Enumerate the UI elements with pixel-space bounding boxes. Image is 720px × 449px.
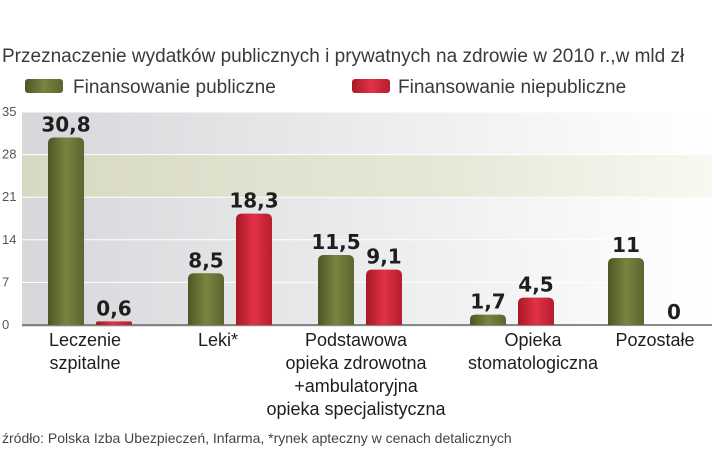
chart-title: Przeznaczenie wydatków publicznych i pry…	[2, 46, 685, 67]
bars	[48, 137, 644, 325]
y-tick-label: 14	[2, 232, 16, 247]
highlight-band	[22, 155, 712, 198]
y-tick-label: 0	[2, 317, 9, 332]
bar-private	[96, 321, 132, 325]
legend-swatch-public	[25, 79, 63, 93]
value-label: 0,6	[96, 296, 131, 320]
bar-private	[236, 213, 272, 325]
bar-private	[518, 297, 554, 325]
bar-public	[608, 258, 644, 325]
y-tick-label: 35	[2, 104, 16, 119]
bar-private	[366, 269, 402, 325]
category-label: Leczenie szpitalne	[49, 330, 121, 373]
category-label: Pozostałe	[615, 330, 694, 350]
value-label: 1,7	[470, 290, 505, 314]
value-label: 11,5	[311, 230, 360, 254]
value-label: 30,8	[41, 113, 90, 137]
legend-label-private: Finansowanie niepubliczne	[398, 77, 626, 98]
value-labels: 30,8 8,5 11,5 1,7 11 0,6 18,3 9,1 4,5 0	[41, 113, 681, 324]
bar-public	[188, 273, 224, 325]
value-label: 8,5	[188, 248, 223, 272]
category-labels: Leczenie szpitalne Leki* Podstawowa opieka z…	[49, 330, 695, 419]
y-axis-ticks: 0 7 14 21 28 35	[2, 104, 16, 332]
bar-public	[470, 314, 506, 325]
y-tick-label: 7	[2, 274, 9, 289]
value-label: 9,1	[366, 245, 401, 269]
y-tick-label: 28	[2, 147, 16, 162]
y-tick-label: 21	[2, 189, 16, 204]
value-label: 11	[612, 233, 640, 257]
legend: Finansowanie publiczne Finansowanie niep…	[25, 77, 626, 98]
category-label: Leki*	[198, 330, 238, 350]
source-note: źródło: Polska Izba Ubezpieczeń, Infarma…	[2, 430, 512, 446]
category-label: Podstawowa opieka zdrowotna +ambulatoryjna…	[266, 330, 446, 419]
legend-label-public: Finansowanie publiczne	[73, 77, 276, 98]
value-label: 0	[667, 300, 681, 324]
value-label: 4,5	[518, 273, 553, 297]
value-label: 18,3	[229, 189, 278, 213]
category-label: Opieka stomatologiczna	[468, 330, 599, 373]
bar-public	[318, 255, 354, 325]
bar-public	[48, 137, 84, 325]
legend-swatch-private	[352, 79, 390, 93]
